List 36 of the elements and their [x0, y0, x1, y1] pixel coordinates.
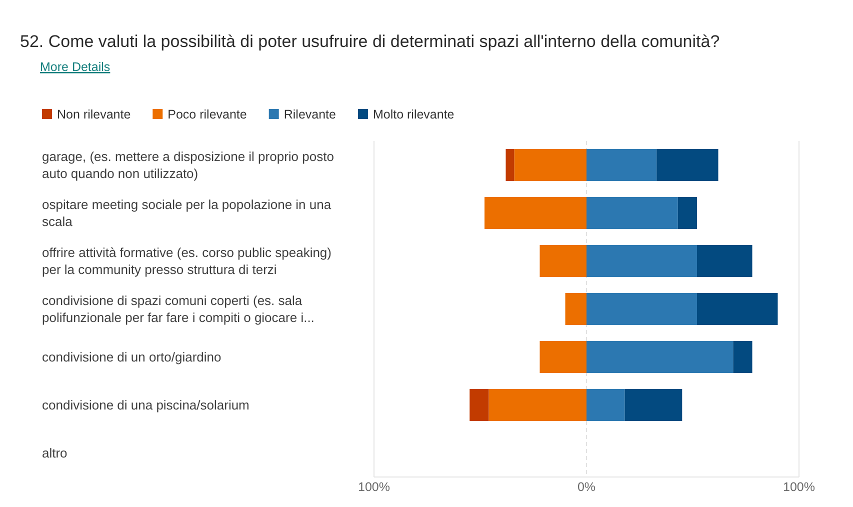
bar: [586, 149, 657, 181]
legend-label: Molto rilevante: [372, 108, 454, 122]
bar: [484, 197, 586, 229]
legend-label: Non rilevante: [57, 108, 131, 122]
y-tick-label: condivisione di spazi comuni coperti (es. sala polifunzionale per far fare i compiti o giocare i...: [42, 293, 314, 325]
bar: [586, 341, 734, 373]
bar: [586, 389, 625, 421]
bar: [733, 341, 752, 373]
x-tick-label: 100%: [358, 480, 390, 494]
bar: [488, 389, 586, 421]
y-tick-label: condivisione di un orto/giardino: [42, 350, 222, 364]
legend-label: Poco rilevante: [168, 108, 247, 122]
bar: [624, 389, 682, 421]
bar: [586, 293, 697, 325]
bar: [514, 149, 586, 181]
y-tick-label: ospitare meeting sociale per la popolazione in una scala: [42, 197, 332, 229]
bar: [697, 245, 752, 277]
bar: [470, 389, 489, 421]
y-tick-label: condivisione di una piscina/solarium: [42, 398, 250, 412]
bar: [586, 197, 678, 229]
x-tick-label: 0%: [577, 480, 596, 494]
legend-label: Rilevante: [284, 108, 336, 122]
bar: [656, 149, 718, 181]
y-tick-label: altro: [42, 446, 68, 460]
y-tick-label: garage, (es. mettere a disposizione il proprio posto auto quando non utilizzato): [42, 149, 334, 181]
bar: [565, 293, 586, 325]
bar: [586, 245, 697, 277]
bar: [540, 341, 586, 373]
x-tick-label: 100%: [783, 480, 815, 494]
chart-title: 52. Come valuti la possibilità di poter usufruire di determinati spazi all'interno della comunità?: [20, 32, 720, 51]
bar: [540, 245, 586, 277]
bar: [697, 293, 778, 325]
text: More Details: [40, 60, 110, 74]
y-tick-label: offrire attività formative (es. corso public speaking) per la community presso struttura di terzi: [42, 245, 332, 277]
bar: [678, 197, 697, 229]
bar: [506, 149, 514, 181]
